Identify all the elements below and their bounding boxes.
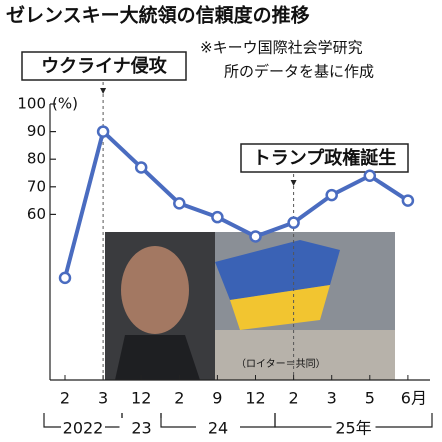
- x-tick-label: 2: [289, 389, 299, 408]
- y-tick-label: 60: [27, 205, 46, 223]
- x-tick-label: 2: [174, 389, 184, 408]
- x-tick-label: 12: [245, 389, 265, 408]
- annotation-box: [240, 143, 409, 173]
- year-label: 23: [131, 419, 151, 438]
- year-bg: [331, 418, 376, 438]
- annotation: ウクライナ侵攻: [41, 55, 168, 77]
- year-label: 2022: [63, 419, 104, 438]
- annotation-arrow: [100, 88, 107, 94]
- point: [173, 197, 186, 210]
- series-line: [63, 129, 409, 279]
- y-tick-label: 100: [17, 95, 46, 113]
- x-tick-label: 2: [60, 389, 70, 408]
- annotation-arrow: [290, 180, 297, 186]
- year-bg: [119, 418, 164, 438]
- y-unit: (%): [52, 95, 78, 113]
- point: [249, 230, 262, 243]
- year-bg: [61, 418, 105, 438]
- y-tick-label: 70: [27, 177, 46, 195]
- photo-credit: （ロイター＝共同）: [236, 358, 326, 370]
- x-tick-label: 5: [365, 389, 375, 408]
- year-label: 24: [208, 419, 228, 438]
- photo: [105, 232, 395, 380]
- point: [211, 210, 224, 224]
- y-tick-label: 80: [27, 150, 46, 168]
- annotation: トランプ政権誕生: [253, 147, 396, 169]
- point: [401, 194, 415, 207]
- point: [96, 125, 110, 138]
- annotation-box: [21, 51, 187, 81]
- x-tick-label: 6月: [401, 389, 427, 408]
- point: [363, 169, 377, 183]
- note: 所のデータを基に作成: [224, 63, 374, 81]
- x-tick-label: 9: [212, 389, 222, 408]
- chart-title: ゼレンスキー大統領の信頼度の推移: [6, 4, 310, 27]
- x-tick-label: 3: [98, 389, 108, 408]
- x-tick-label: 3: [327, 389, 337, 408]
- point: [134, 161, 148, 174]
- year-bg: [196, 418, 240, 438]
- x-tick-label: 12: [131, 389, 151, 408]
- year-label: 25年: [335, 419, 371, 438]
- point: [58, 271, 72, 285]
- y-tick-label: 90: [27, 122, 46, 140]
- point: [287, 216, 300, 229]
- note: ※キーウ国際社会学研究: [200, 39, 363, 57]
- point: [325, 188, 338, 202]
